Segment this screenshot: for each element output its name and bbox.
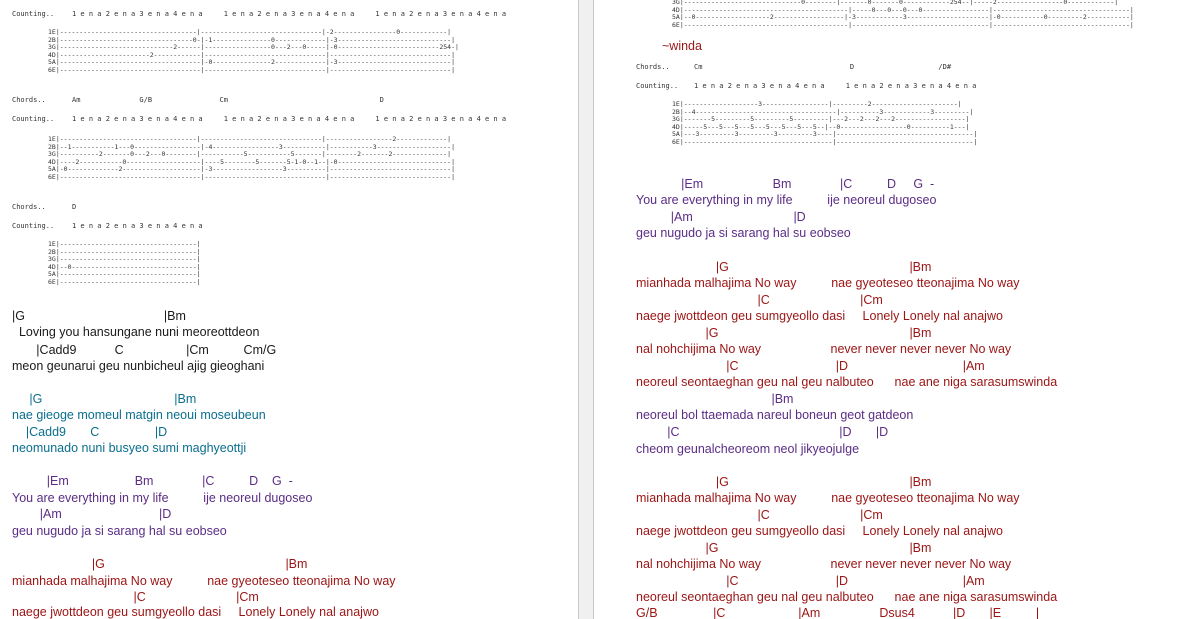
right-page: 3G|------------------------------0------… [594,0,1180,619]
left-page: Counting.. 1 e n a 2 e n a 3 e n a 4 e n… [0,0,578,619]
lyric-line: nae gieoge momeul matgin neoui moseubeun [12,408,266,422]
lyric-line: naege jwottdeon geu sumgyeollo dasi Lone… [12,605,379,619]
chord-line: |Em Bm |C D G - [12,474,293,488]
tab-staff: 1E|-------------------3-----------------… [672,100,978,146]
chord-line: |Em Bm |C D G - [636,177,935,191]
tab-staff: 1E|-----------------------------------| … [48,240,201,286]
lyric-line: neoreul seontaeghan geu nal geu nalbuteo… [636,590,1058,604]
chord-line: |Bm [636,392,794,406]
chords-label: Chords.. [636,63,670,71]
lyric-line: meon geunarui geu nunbicheul ajig gieogh… [12,359,265,373]
tab-staff: 3G|------------------------------0------… [672,0,1134,29]
chord-line: |G |Bm [12,309,186,323]
counting-label: Counting.. [12,115,55,123]
counting-label: Counting.. [12,10,55,18]
chord-line: |G |Bm [636,326,932,340]
chords-label: Chords.. [12,203,46,211]
lyric-line: You are everything in my life ije neoreu… [12,491,313,505]
lyric-line: naege jwottdeon geu sumgyeollo dasi Lone… [636,524,1003,538]
chords-label: Chords.. [12,96,46,104]
counting-line: 1 e n a 2 e n a 3 e n a 4 e n a 1 e n a … [694,82,977,90]
counting-line: 1 e n a 2 e n a 3 e n a 4 e n a 1 e n a … [72,115,507,123]
chord-line: |G |Bm [12,557,308,571]
chord-line: |C |Cm [636,508,883,522]
chords-line: Cm D /D# [694,63,952,71]
chord-line: |C |Cm [636,293,883,307]
chord-line: |Am |D [12,507,172,521]
lyric-line: naege jwottdeon geu sumgyeollo dasi Lone… [636,309,1003,323]
lyric-line: geu nugudo ja si sarang hal su eobseo [636,226,851,240]
lyric-line: You are everything in my life ije neoreu… [636,193,937,207]
lyric-line: ~winda [662,39,702,53]
lyric-line: neoreul bol ttaemada nareul boneun geot … [636,408,914,422]
lyric-line: neomunado nuni busyeo sumi maghyeottji [12,441,247,455]
chord-line: |Cadd9 C |Cm Cm/G [12,343,277,357]
lyric-line: geu nugudo ja si sarang hal su eobseo [12,524,227,538]
chord-line: |G |Bm [636,541,932,555]
lyric-line: cheom geunalcheoreom neol jikyeojulge [636,442,860,456]
chord-line: |C |D |Am [636,574,985,588]
chord-line: G/B |C |Am Dsus4 |D |E | [636,606,1040,619]
lyric-line: nal nohchijima No way never never never … [636,557,1012,571]
chord-line: |G |Bm [636,260,932,274]
tab-staff: 1E|-----------------------------------|-… [48,28,459,74]
chord-line: |Am |D [636,210,806,224]
counting-line: 1 e n a 2 e n a 3 e n a 4 e n a 1 e n a … [72,10,507,18]
counting-label: Counting.. [12,222,55,230]
chord-line: |G |Bm [636,475,932,489]
counting-line: 1 e n a 2 e n a 3 e n a 4 e n a [72,222,203,230]
lyric-line: mianhada malhajima No way nae gyeoteseo … [636,276,1020,290]
page-gutter [578,0,594,619]
lyric-line: neoreul seontaeghan geu nal geu nalbuteo… [636,375,1058,389]
chord-line: |C |D |D [636,425,889,439]
chord-line: |C |Cm [12,590,259,604]
lyric-line: mianhada malhajima No way nae gyeoteseo … [636,491,1020,505]
lyric-line: nal nohchijima No way never never never … [636,342,1012,356]
chords-line: Am G/B Cm D [72,96,384,104]
tab-staff: 1E|-----------------------------------|-… [48,135,455,181]
lyric-line: mianhada malhajima No way nae gyeoteseo … [12,574,396,588]
chord-line: |G |Bm [12,392,197,406]
chord-line: |C |D |Am [636,359,985,373]
chord-line: |Cadd9 C |D [12,425,168,439]
counting-label: Counting.. [636,82,679,90]
lyric-line: Loving you hansungane nuni meoreottdeon [12,325,260,339]
chords-line: D [72,203,77,211]
